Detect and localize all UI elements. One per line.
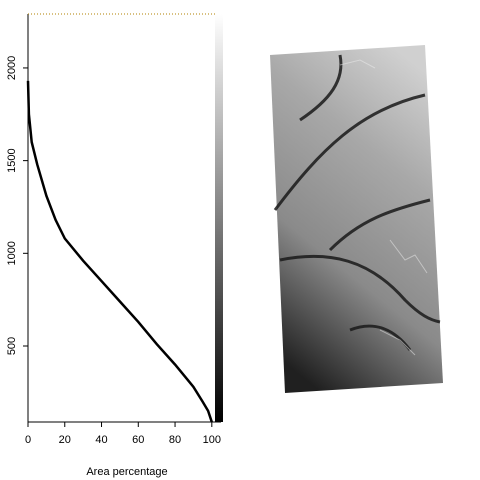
y-tick-label: 2000 (6, 56, 18, 80)
x-tick-label: 20 (59, 434, 71, 446)
y-tick-label: 1500 (6, 148, 18, 172)
x-tick-label: 40 (95, 434, 107, 446)
x-tick-label: 60 (132, 434, 144, 446)
x-tick-label: 0 (25, 434, 31, 446)
dem-image (270, 45, 443, 393)
x-axis-label: Area percentage (86, 466, 167, 478)
x-tick-label: 80 (169, 434, 181, 446)
colorbar (215, 14, 223, 422)
curve (26, 80, 213, 423)
x-tick-label: 100 (203, 434, 221, 446)
y-tick-label: 1000 (6, 241, 18, 265)
y-tick-label: 500 (6, 337, 18, 355)
